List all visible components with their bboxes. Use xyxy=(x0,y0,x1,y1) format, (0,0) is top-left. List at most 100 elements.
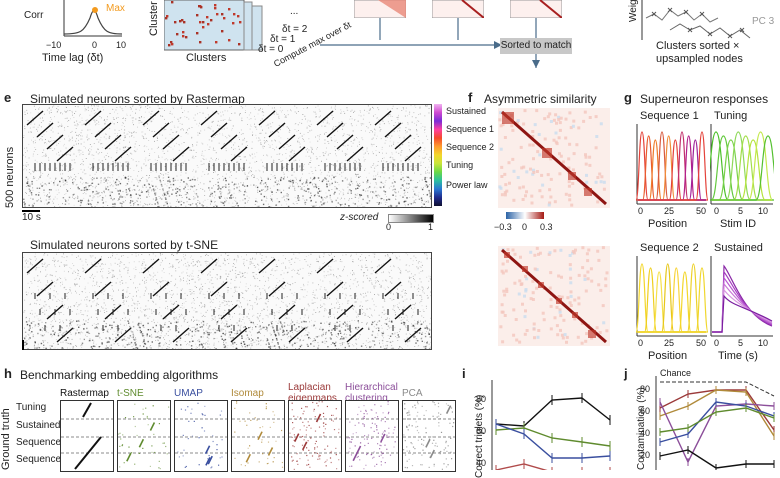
raster-dot xyxy=(393,159,394,160)
raster-dot xyxy=(126,114,127,115)
powerlaw-dot xyxy=(386,199,387,200)
raster-dot xyxy=(46,184,47,185)
raster-dot xyxy=(403,107,404,108)
raster-dot xyxy=(135,119,136,120)
raster-dot xyxy=(412,122,413,123)
raster-dot xyxy=(165,318,166,319)
raster-dot xyxy=(278,181,279,182)
powerlaw-dot xyxy=(59,181,60,182)
raster-dot xyxy=(131,337,132,338)
raster-dot xyxy=(208,127,209,128)
raster-dot xyxy=(82,118,83,119)
raster-dot xyxy=(33,156,34,157)
powerlaw-dot xyxy=(298,186,299,187)
raster-dot xyxy=(327,118,328,119)
raster-dot xyxy=(176,143,177,144)
raster-dot xyxy=(415,274,416,275)
raster-dot xyxy=(243,133,244,134)
raster-dot xyxy=(165,159,166,160)
raster-dot xyxy=(338,335,339,336)
raster-dot xyxy=(113,117,114,118)
raster-dot xyxy=(388,272,389,273)
raster-dot xyxy=(172,265,173,266)
raster-dot xyxy=(160,253,161,254)
raster-dot xyxy=(422,270,423,271)
raster-dot xyxy=(138,180,139,181)
raster-dot xyxy=(331,179,332,180)
raster-dot xyxy=(412,315,413,316)
raster-dot xyxy=(82,124,83,125)
raster-dot xyxy=(282,287,283,288)
raster-dot xyxy=(95,187,96,188)
powerlaw-dot xyxy=(210,194,211,195)
raster-dot xyxy=(193,150,194,151)
raster-dot xyxy=(302,278,303,279)
raster-dot xyxy=(98,142,99,143)
raster-dot xyxy=(252,135,253,136)
raster-dot xyxy=(156,172,157,173)
raster-dot xyxy=(229,120,230,121)
powerlaw-dot xyxy=(358,177,359,178)
powerlaw-dot xyxy=(388,206,389,207)
raster-dot xyxy=(385,182,386,183)
raster-dot xyxy=(135,267,136,268)
raster-dot xyxy=(409,129,410,130)
raster-dot xyxy=(88,107,89,108)
raster-dot xyxy=(262,130,263,131)
raster-dot xyxy=(399,130,400,131)
raster-dot xyxy=(331,344,332,345)
raster-dot xyxy=(242,120,243,121)
raster-dot xyxy=(303,139,304,140)
raster-dot xyxy=(243,183,244,184)
powerlaw-dot xyxy=(118,190,119,191)
raster-dot xyxy=(43,306,44,307)
raster-dot xyxy=(139,284,140,285)
powerlaw-dot xyxy=(419,199,420,200)
raster-dot xyxy=(307,185,308,186)
powerlaw-dot xyxy=(320,201,321,202)
raster-dot xyxy=(207,291,208,292)
raster-dot xyxy=(430,143,431,144)
raster-dot xyxy=(123,175,124,176)
raster-dot xyxy=(343,126,344,127)
raster-dot xyxy=(277,332,278,333)
raster-dot xyxy=(125,118,126,119)
raster-dot xyxy=(277,266,278,267)
raster-dot xyxy=(45,154,46,155)
raster-dot xyxy=(193,118,194,119)
raster-dot xyxy=(278,117,279,118)
raster-dot xyxy=(40,282,41,283)
raster-dot xyxy=(236,276,237,277)
raster-dot xyxy=(374,129,375,130)
raster-dot xyxy=(179,314,180,315)
raster-dot xyxy=(139,303,140,304)
powerlaw-dot xyxy=(276,204,277,205)
raster-dot xyxy=(54,148,55,149)
raster-dot xyxy=(135,337,136,338)
raster-dot xyxy=(211,280,212,281)
raster-dot xyxy=(353,203,354,204)
raster-dot xyxy=(151,311,152,312)
raster-dot xyxy=(405,290,406,291)
raster-dot xyxy=(412,116,413,117)
raster-dot xyxy=(397,119,398,120)
raster-dot xyxy=(403,301,404,302)
raster-dot xyxy=(144,316,145,317)
raster-dot xyxy=(426,308,427,309)
raster-dot xyxy=(360,176,361,177)
raster-dot xyxy=(366,150,367,151)
raster-dot xyxy=(122,283,123,284)
raster-dot xyxy=(258,110,259,111)
powerlaw-dot xyxy=(230,195,231,196)
raster-dot xyxy=(340,109,341,110)
raster-dot xyxy=(206,312,207,313)
raster-dot xyxy=(370,341,371,342)
raster-dot xyxy=(245,156,246,157)
raster-dot xyxy=(193,265,194,266)
raster-dot xyxy=(177,199,178,200)
raster-dot xyxy=(159,196,160,197)
raster-dot xyxy=(417,142,418,143)
raster-dot xyxy=(295,160,296,161)
raster-dot xyxy=(361,295,362,296)
raster-dot xyxy=(308,317,309,318)
